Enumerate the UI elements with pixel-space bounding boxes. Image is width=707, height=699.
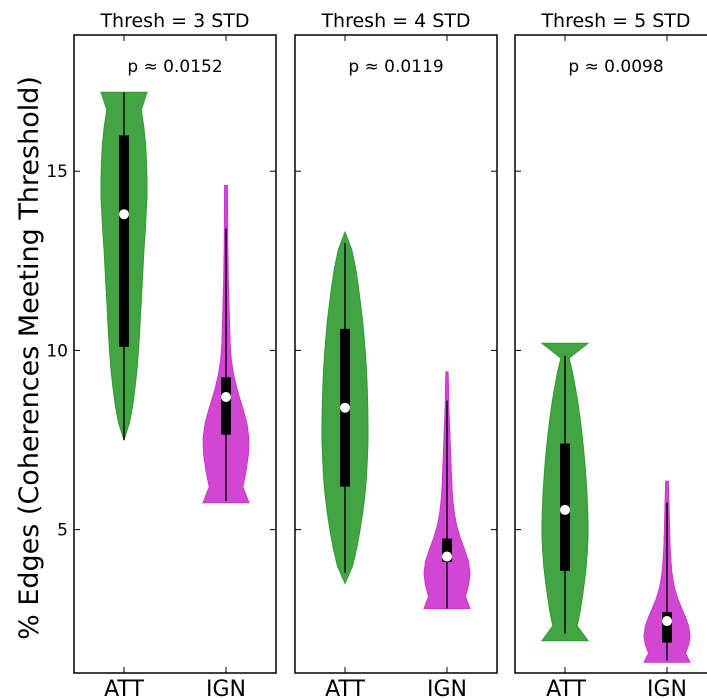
panel-4std: Thresh = 4 STD p ≈ 0.0119 ATT IGN	[294, 10, 498, 699]
x-tick-att-3std: ATT	[104, 677, 144, 699]
panel-title-4std: Thresh = 4 STD	[320, 10, 470, 32]
y-tick-label: 15	[46, 162, 68, 182]
panel-3std: Thresh = 3 STD p ≈ 0.0152 5 10 15 ATT IGN	[46, 10, 277, 699]
iqr-box-att-3std	[119, 135, 129, 347]
plot-frame-3std	[73, 34, 277, 674]
median-point-att-5std	[560, 504, 570, 515]
y-tick-label: 5	[57, 521, 68, 541]
x-tick-ign-3std: IGN	[206, 677, 246, 699]
median-point-ign-4std	[442, 551, 452, 562]
iqr-box-ign-3std	[221, 377, 231, 435]
x-tick-att-5std: ATT	[546, 677, 586, 699]
panel-title-3std: Thresh = 3 STD	[99, 10, 249, 32]
plot-frame-4std	[294, 34, 498, 674]
panel-5std: Thresh = 5 STD p ≈ 0.0098 ATT IGN	[514, 10, 707, 699]
iqr-box-ign-5std	[662, 612, 672, 643]
median-point-att-4std	[340, 402, 350, 413]
y-axis-label: % Edges (Coherences Meeting Threshold)	[14, 76, 45, 640]
median-point-ign-5std	[662, 616, 672, 627]
y-tick-label: 10	[46, 341, 68, 361]
p-value-5std: p ≈ 0.0098	[568, 57, 663, 77]
y-ticks-3std: 5 10 15	[46, 162, 68, 540]
x-tick-ign-5std: IGN	[647, 677, 687, 699]
violin-group-5std	[515, 35, 691, 673]
p-value-3std: p ≈ 0.0152	[127, 57, 222, 77]
violin-group-4std	[295, 35, 497, 673]
median-point-att-3std	[119, 209, 129, 220]
x-tick-ign-4std: IGN	[427, 677, 467, 699]
plot-frame-5std	[514, 34, 707, 674]
p-value-4std: p ≈ 0.0119	[348, 57, 443, 77]
median-point-ign-3std	[221, 392, 231, 403]
violin-group-3std	[74, 35, 276, 673]
panel-title-5std: Thresh = 5 STD	[540, 10, 690, 32]
x-tick-att-4std: ATT	[325, 677, 365, 699]
iqr-box-ign-4std	[442, 538, 452, 562]
